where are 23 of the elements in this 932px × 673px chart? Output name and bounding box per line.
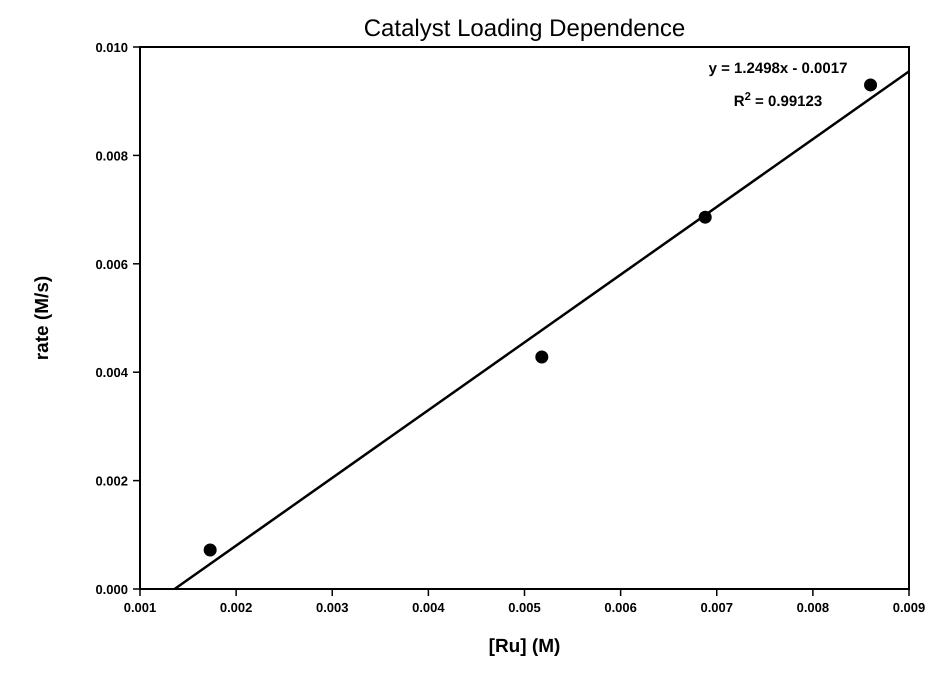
x-tick-label: 0.005 [508,600,541,615]
chart-title: Catalyst Loading Dependence [364,15,686,42]
x-tick-label: 0.001 [124,600,156,615]
y-tick-label: 0.008 [95,148,128,164]
y-tick-label: 0.000 [95,582,128,597]
x-tick-label: 0.002 [220,600,252,615]
y-tick-label: 0.006 [95,256,128,272]
point [864,78,878,92]
y-tick-label: 0.004 [95,365,129,380]
annotation: R$^{2}$ = 0.99123 [734,91,822,110]
y-tick-label: 0.010 [95,40,128,55]
x-tick-label: 0.009 [892,600,926,615]
y-axis-title: rate (M/s) [32,276,53,360]
x-axis-title: [Ru] (M) [488,636,560,657]
point [204,543,217,556]
x-tick-label: 0.008 [796,600,830,615]
x-tick-label: 0.006 [604,600,637,615]
y-tick-label: 0.002 [95,474,128,489]
x-tick-label: 0.004 [412,600,446,615]
point [535,350,548,364]
x-tick-label: 0.003 [316,600,349,615]
x-tick-label: 0.007 [700,600,734,615]
annotation: y = 1.2498x - 0.0017 [708,60,848,77]
